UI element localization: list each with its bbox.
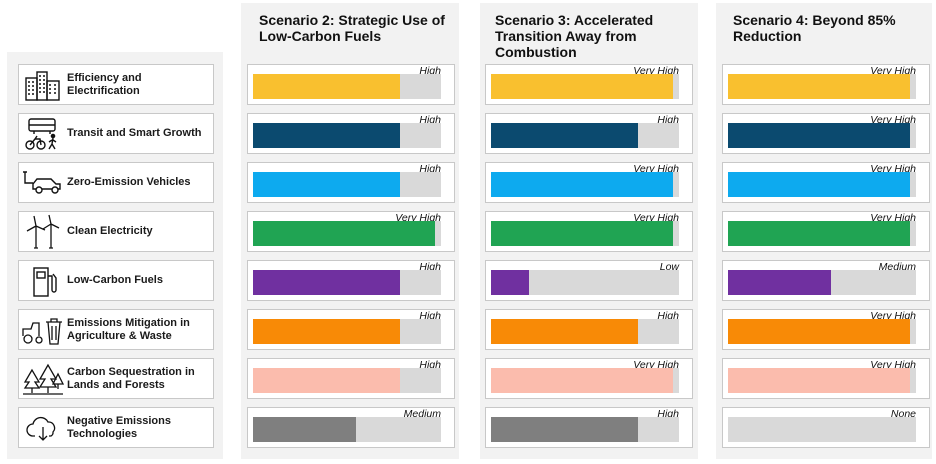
category-row-transit: Transit and Smart Growth <box>18 113 214 154</box>
level-bar-track <box>253 368 441 393</box>
cloud-download-icon <box>19 407 67 448</box>
level-cell: Very High <box>722 211 930 252</box>
level-bar-track <box>491 368 679 393</box>
category-row-efficiency: Efficiency and Electrification <box>18 64 214 105</box>
level-cell: Medium <box>247 407 455 448</box>
category-row-sequestration: Carbon Sequestration in Lands and Forest… <box>18 358 214 399</box>
level-cell: High <box>247 162 455 203</box>
level-bar-track <box>253 74 441 99</box>
level-bar-fill <box>728 368 911 393</box>
level-bar-fill <box>491 74 674 99</box>
level-bar-track <box>728 417 916 442</box>
category-row-zev: Zero-Emission Vehicles <box>18 162 214 203</box>
level-bar-track <box>728 123 916 148</box>
level-bar-track <box>253 123 441 148</box>
level-bar-fill <box>491 221 674 246</box>
level-cell: High <box>485 309 693 350</box>
level-cell: High <box>247 358 455 399</box>
level-bar-fill <box>253 123 400 148</box>
tractor-trash-icon <box>19 309 67 350</box>
level-bar-fill <box>728 319 911 344</box>
level-bar-fill <box>253 221 436 246</box>
level-cell: Very High <box>722 113 930 154</box>
level-bar-fill <box>728 270 832 295</box>
level-bar-track <box>728 270 916 295</box>
level-bar-track <box>491 319 679 344</box>
level-bar-track <box>728 74 916 99</box>
level-cell: High <box>247 309 455 350</box>
level-bar-fill <box>728 172 911 197</box>
level-bar-track <box>728 319 916 344</box>
level-bar-fill <box>728 74 911 99</box>
scenario-2-title: Scenario 2: Strategic Use of Low-Carbon … <box>259 12 445 44</box>
scenario-3-title: Scenario 3: Accelerated Transition Away … <box>495 12 654 60</box>
category-row-low-carbon-fuels: Low-Carbon Fuels <box>18 260 214 301</box>
category-label: Low-Carbon Fuels <box>67 274 163 286</box>
level-bar-track <box>728 172 916 197</box>
level-bar-fill <box>491 319 638 344</box>
level-bar-track <box>728 221 916 246</box>
level-cell: Very High <box>247 211 455 252</box>
level-cell: High <box>247 260 455 301</box>
level-bar-fill <box>491 123 638 148</box>
level-bar-fill <box>491 172 674 197</box>
wind-turbine-icon <box>19 211 67 252</box>
electric-car-icon <box>19 162 67 203</box>
level-bar-track <box>253 417 441 442</box>
level-bar-track <box>253 221 441 246</box>
level-cell: Very High <box>485 358 693 399</box>
buildings-icon <box>19 64 67 105</box>
level-bar-fill <box>253 368 400 393</box>
level-bar-fill <box>253 319 400 344</box>
level-bar-track <box>253 172 441 197</box>
level-cell: Very High <box>722 358 930 399</box>
fuel-pump-icon <box>19 260 67 301</box>
category-label: Zero-Emission Vehicles <box>67 176 191 188</box>
category-label: Clean Electricity <box>67 225 153 237</box>
category-row-negative-emissions: Negative Emissions Technologies <box>18 407 214 448</box>
level-bar-track <box>491 417 679 442</box>
level-cell: Very High <box>485 211 693 252</box>
category-label: Negative Emissions Technologies <box>67 414 171 440</box>
level-bar-fill <box>253 270 400 295</box>
level-bar-track <box>491 123 679 148</box>
category-row-agriculture-waste: Emissions Mitigation in Agriculture & Wa… <box>18 309 214 350</box>
level-cell: High <box>247 113 455 154</box>
level-cell: None <box>722 407 930 448</box>
category-row-clean-electricity: Clean Electricity <box>18 211 214 252</box>
level-bar-track <box>491 270 679 295</box>
level-cell: Very High <box>485 64 693 105</box>
level-bar-fill <box>491 417 638 442</box>
level-cell: High <box>485 407 693 448</box>
level-cell: Very High <box>722 64 930 105</box>
level-bar-fill <box>491 270 529 295</box>
level-cell: Very High <box>722 309 930 350</box>
bus-bike-walk-icon <box>19 113 67 154</box>
scenario-4-title: Scenario 4: Beyond 85% Reduction <box>733 12 896 44</box>
level-bar-track <box>491 74 679 99</box>
category-label: Transit and Smart Growth <box>67 127 202 139</box>
level-bar-fill <box>728 221 911 246</box>
level-bar-track <box>253 270 441 295</box>
level-cell: Very High <box>485 162 693 203</box>
level-cell: High <box>247 64 455 105</box>
trees-icon <box>19 358 67 399</box>
level-cell: Medium <box>722 260 930 301</box>
level-bar-track <box>491 172 679 197</box>
level-bar-fill <box>728 123 911 148</box>
level-bar-fill <box>253 74 400 99</box>
level-bar-fill <box>253 417 357 442</box>
level-cell: Very High <box>722 162 930 203</box>
level-cell: Low <box>485 260 693 301</box>
level-bar-fill <box>253 172 400 197</box>
level-bar-track <box>491 221 679 246</box>
level-bar-fill <box>491 368 674 393</box>
level-bar-track <box>728 368 916 393</box>
category-label: Carbon Sequestration in Lands and Forest… <box>67 365 195 391</box>
level-bar-track <box>253 319 441 344</box>
category-label: Emissions Mitigation in Agriculture & Wa… <box>67 316 190 342</box>
level-cell: High <box>485 113 693 154</box>
category-label: Efficiency and Electrification <box>67 71 142 97</box>
